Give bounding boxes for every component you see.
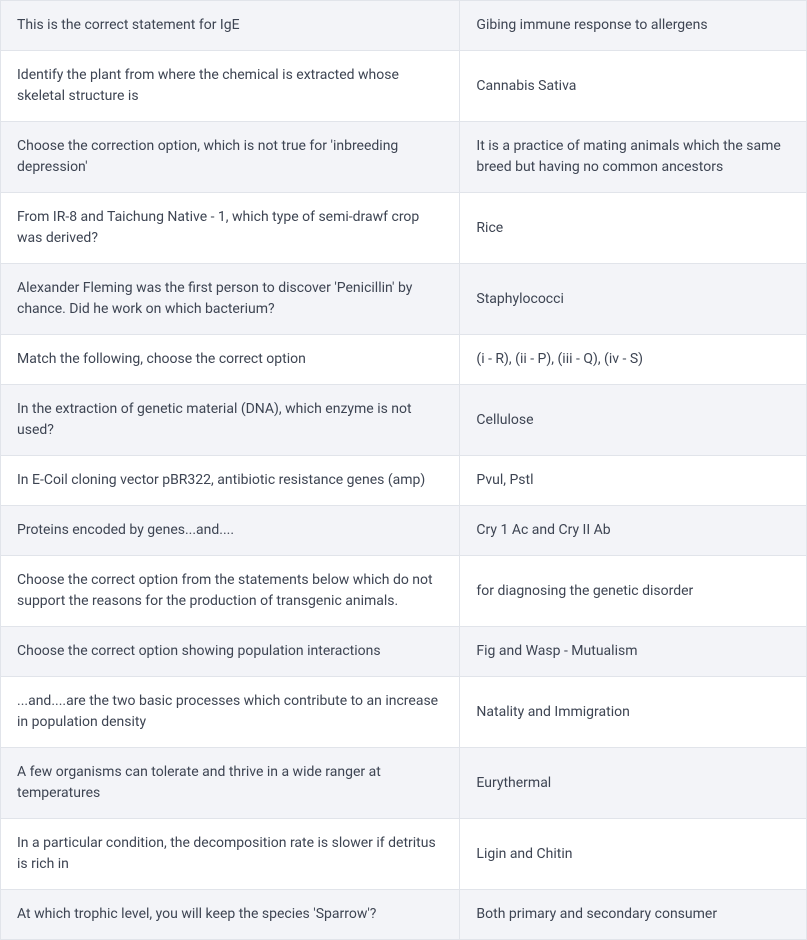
answer-cell: Rice [460,193,807,264]
answer-cell: for diagnosing the genetic disorder [460,556,807,627]
question-cell: In the extraction of genetic material (D… [1,385,460,456]
qa-table-body: This is the correct statement for IgE Gi… [1,1,807,940]
question-cell: This is the correct statement for IgE [1,1,460,51]
table-row: Choose the correction option, which is n… [1,122,807,193]
question-cell: Choose the correct option from the state… [1,556,460,627]
question-cell: In E-Coil cloning vector pBR322, antibio… [1,456,460,506]
answer-cell: Both primary and secondary consumer [460,890,807,940]
question-cell: Alexander Fleming was the first person t… [1,264,460,335]
answer-cell: Gibing immune response to allergens [460,1,807,51]
question-cell: From IR-8 and Taichung Native - 1, which… [1,193,460,264]
question-cell: A few organisms can tolerate and thrive … [1,748,460,819]
answer-cell: Cellulose [460,385,807,456]
table-row: This is the correct statement for IgE Gi… [1,1,807,51]
question-cell: Choose the correction option, which is n… [1,122,460,193]
table-row: Identify the plant from where the chemic… [1,51,807,122]
table-row: A few organisms can tolerate and thrive … [1,748,807,819]
answer-cell: Eurythermal [460,748,807,819]
answer-cell: Pvul, Pstl [460,456,807,506]
question-cell: In a particular condition, the decomposi… [1,819,460,890]
table-row: Proteins encoded by genes...and.... Cry … [1,506,807,556]
question-cell: Match the following, choose the correct … [1,335,460,385]
table-row: Match the following, choose the correct … [1,335,807,385]
question-cell: Choose the correct option showing popula… [1,627,460,677]
answer-cell: Staphylococci [460,264,807,335]
answer-cell: Cannabis Sativa [460,51,807,122]
answer-cell: It is a practice of mating animals which… [460,122,807,193]
table-row: In E-Coil cloning vector pBR322, antibio… [1,456,807,506]
table-row: Choose the correct option from the state… [1,556,807,627]
answer-cell: Ligin and Chitin [460,819,807,890]
table-row: In a particular condition, the decomposi… [1,819,807,890]
question-cell: Identify the plant from where the chemic… [1,51,460,122]
answer-cell: Cry 1 Ac and Cry II Ab [460,506,807,556]
table-row: In the extraction of genetic material (D… [1,385,807,456]
table-row: ...and....are the two basic processes wh… [1,677,807,748]
table-row: At which trophic level, you will keep th… [1,890,807,940]
answer-cell: Fig and Wasp - Mutualism [460,627,807,677]
table-row: From IR-8 and Taichung Native - 1, which… [1,193,807,264]
question-cell: At which trophic level, you will keep th… [1,890,460,940]
table-row: Alexander Fleming was the first person t… [1,264,807,335]
answer-cell: (i - R), (ii - P), (iii - Q), (iv - S) [460,335,807,385]
table-row: Choose the correct option showing popula… [1,627,807,677]
qa-table: This is the correct statement for IgE Gi… [0,0,807,940]
answer-cell: Natality and Immigration [460,677,807,748]
question-cell: Proteins encoded by genes...and.... [1,506,460,556]
question-cell: ...and....are the two basic processes wh… [1,677,460,748]
